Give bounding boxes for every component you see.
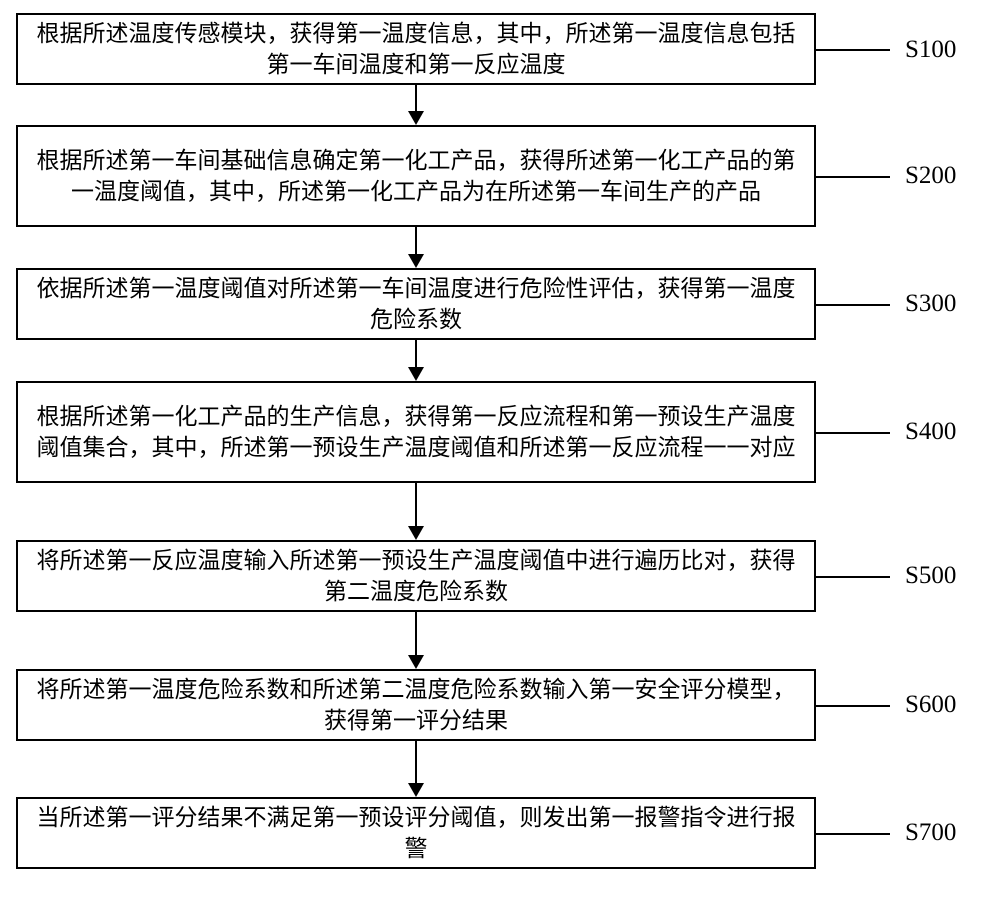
- arrow-line: [415, 612, 417, 655]
- arrow-line: [415, 340, 417, 367]
- flow-node-text: 根据所述第一车间基础信息确定第一化工产品，获得所述第一化工产品的第一温度阈值，其…: [28, 145, 804, 207]
- step-label-s200: S200: [905, 162, 956, 190]
- flow-node-s600: 将所述第一温度危险系数和所述第二温度危险系数输入第一安全评分模型，获得第一评分结…: [16, 669, 816, 741]
- arrow-head-icon: [408, 783, 424, 797]
- flowchart-canvas: 根据所述温度传感模块，获得第一温度信息，其中，所述第一温度信息包括第一车间温度和…: [0, 0, 1000, 919]
- step-label-s100: S100: [905, 36, 956, 64]
- flow-node-s100: 根据所述温度传感模块，获得第一温度信息，其中，所述第一温度信息包括第一车间温度和…: [16, 13, 816, 85]
- arrow-head-icon: [408, 111, 424, 125]
- flow-node-s400: 根据所述第一化工产品的生产信息，获得第一反应流程和第一预设生产温度阈值集合，其中…: [16, 381, 816, 483]
- flow-node-text: 根据所述第一化工产品的生产信息，获得第一反应流程和第一预设生产温度阈值集合，其中…: [28, 401, 804, 463]
- leader-line: [816, 833, 890, 835]
- flow-node-text: 依据所述第一温度阈值对所述第一车间温度进行危险性评估，获得第一温度危险系数: [28, 273, 804, 335]
- flow-node-s500: 将所述第一反应温度输入所述第一预设生产温度阈值中进行遍历比对，获得第二温度危险系…: [16, 540, 816, 612]
- flow-node-s200: 根据所述第一车间基础信息确定第一化工产品，获得所述第一化工产品的第一温度阈值，其…: [16, 125, 816, 227]
- leader-line: [816, 49, 890, 51]
- step-label-s400: S400: [905, 418, 956, 446]
- arrow-head-icon: [408, 367, 424, 381]
- leader-line: [816, 176, 890, 178]
- flow-node-text: 根据所述温度传感模块，获得第一温度信息，其中，所述第一温度信息包括第一车间温度和…: [28, 18, 804, 80]
- arrow-line: [415, 741, 417, 783]
- flow-node-s700: 当所述第一评分结果不满足第一预设评分阈值，则发出第一报警指令进行报警: [16, 797, 816, 869]
- leader-line: [816, 304, 890, 306]
- flow-node-s300: 依据所述第一温度阈值对所述第一车间温度进行危险性评估，获得第一温度危险系数: [16, 268, 816, 340]
- arrow-head-icon: [408, 655, 424, 669]
- step-label-s600: S600: [905, 691, 956, 719]
- flow-node-text: 将所述第一反应温度输入所述第一预设生产温度阈值中进行遍历比对，获得第二温度危险系…: [28, 545, 804, 607]
- flow-node-text: 将所述第一温度危险系数和所述第二温度危险系数输入第一安全评分模型，获得第一评分结…: [28, 674, 804, 736]
- arrow-head-icon: [408, 254, 424, 268]
- step-label-s500: S500: [905, 562, 956, 590]
- arrow-line: [415, 85, 417, 111]
- leader-line: [816, 705, 890, 707]
- leader-line: [816, 576, 890, 578]
- arrow-line: [415, 227, 417, 254]
- leader-line: [816, 432, 890, 434]
- step-label-s300: S300: [905, 290, 956, 318]
- arrow-line: [415, 483, 417, 526]
- step-label-s700: S700: [905, 819, 956, 847]
- arrow-head-icon: [408, 526, 424, 540]
- flow-node-text: 当所述第一评分结果不满足第一预设评分阈值，则发出第一报警指令进行报警: [28, 802, 804, 864]
